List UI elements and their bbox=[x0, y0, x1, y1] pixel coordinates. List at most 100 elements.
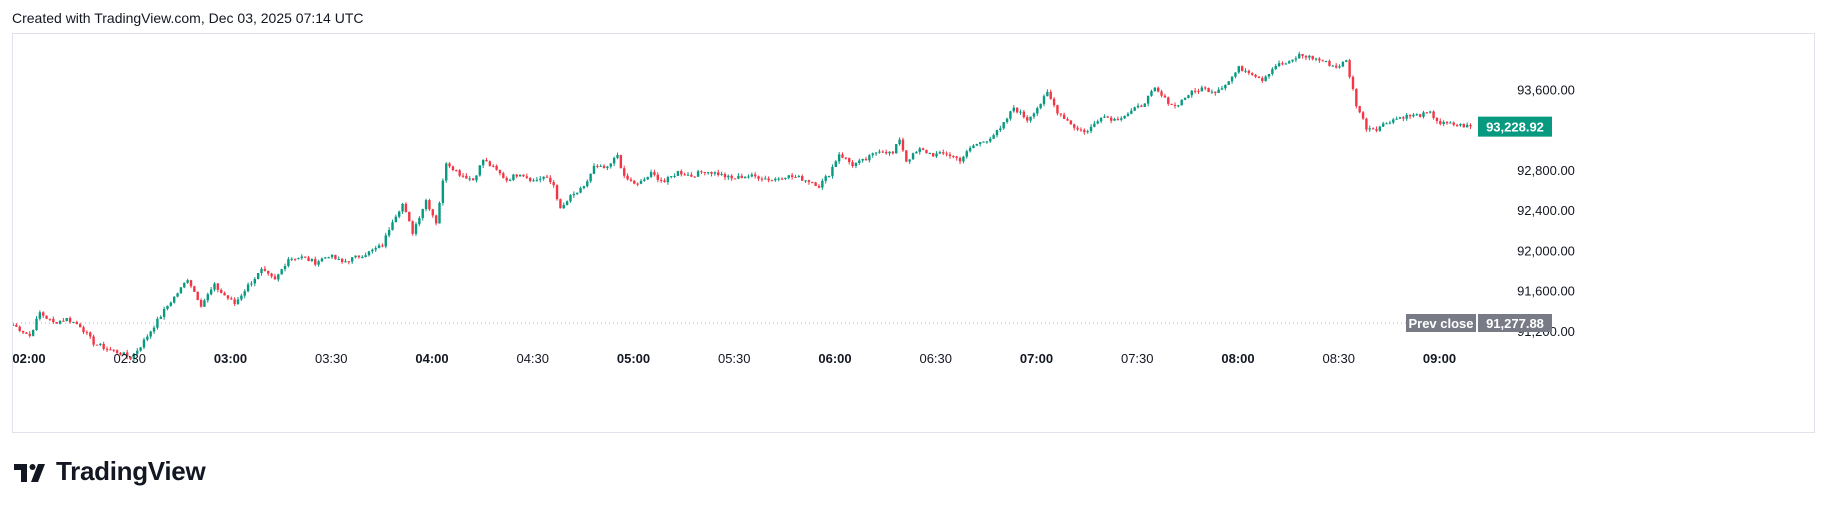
candle-body bbox=[1392, 119, 1395, 123]
candle-body bbox=[1301, 53, 1304, 56]
candle-body bbox=[673, 175, 676, 177]
candle-body bbox=[777, 178, 780, 180]
candle-body bbox=[968, 148, 972, 152]
candle-body bbox=[1180, 99, 1183, 106]
candle-body bbox=[310, 259, 314, 261]
candle-body bbox=[1062, 114, 1066, 120]
candle-body bbox=[384, 235, 387, 247]
candle-body bbox=[703, 172, 707, 174]
candle-body bbox=[636, 183, 639, 185]
candle-body bbox=[1156, 87, 1160, 92]
candle-body bbox=[267, 270, 270, 274]
candle-body bbox=[884, 151, 888, 154]
tradingview-logo[interactable]: TradingView bbox=[14, 456, 206, 487]
candle-body bbox=[199, 299, 203, 307]
candle-body bbox=[1247, 70, 1251, 74]
candle-body bbox=[438, 202, 441, 224]
candle-body bbox=[982, 141, 985, 143]
candle-body bbox=[1230, 76, 1234, 82]
candle-body bbox=[492, 165, 495, 167]
candle-body bbox=[1334, 65, 1338, 68]
candle-body bbox=[1052, 98, 1056, 106]
candle-body bbox=[451, 166, 455, 171]
x-tick-label: 07:00 bbox=[1020, 351, 1053, 366]
last-price-label: 93,228.92 bbox=[1486, 120, 1544, 135]
candlestick-chart[interactable]: 91,200.0091,600.0092,000.0092,400.0092,8… bbox=[13, 34, 1814, 432]
candle-body bbox=[1130, 110, 1133, 114]
candle-body bbox=[92, 336, 95, 345]
time-axis[interactable]: 02:00 02:30 03:00 03:30 04:00 04:30 05:00 05:30… bbox=[13, 351, 1456, 366]
candle-body bbox=[962, 156, 965, 162]
candle-body bbox=[609, 163, 612, 167]
candle-body bbox=[1267, 73, 1271, 77]
candle-body bbox=[871, 153, 874, 156]
candle-body bbox=[136, 350, 139, 354]
candle-body bbox=[1304, 55, 1308, 58]
candle-body bbox=[1271, 69, 1274, 74]
candle-body bbox=[1036, 108, 1039, 114]
candle-body bbox=[297, 258, 300, 260]
candle-body bbox=[952, 155, 955, 157]
candle-body bbox=[488, 161, 492, 166]
candle-body bbox=[1455, 124, 1459, 126]
candle-body bbox=[599, 165, 602, 167]
candle-body bbox=[549, 177, 552, 183]
candle-body bbox=[1005, 118, 1009, 123]
candle-body bbox=[391, 222, 394, 231]
candle-body bbox=[764, 178, 767, 180]
candle-body bbox=[528, 177, 532, 181]
candle-body bbox=[1459, 124, 1462, 126]
candle-body bbox=[213, 283, 216, 290]
candle-body bbox=[770, 180, 774, 182]
candle-body bbox=[579, 188, 582, 193]
candle-body bbox=[821, 180, 824, 188]
candle-body bbox=[586, 181, 589, 187]
candle-body bbox=[307, 257, 310, 261]
candle-body bbox=[861, 158, 864, 161]
candle-body bbox=[1418, 114, 1422, 117]
candle-body bbox=[95, 344, 99, 346]
candle-body bbox=[1348, 60, 1351, 77]
candle-body bbox=[572, 193, 576, 196]
candle-body bbox=[381, 245, 384, 247]
candle-body bbox=[898, 139, 901, 145]
candle-body bbox=[606, 166, 609, 169]
candle-body bbox=[1254, 74, 1257, 77]
candle-body bbox=[1371, 128, 1375, 130]
candle-body bbox=[455, 170, 458, 172]
price-axis[interactable]: 91,200.0091,600.0092,000.0092,400.0092,8… bbox=[1517, 82, 1575, 339]
candle-body bbox=[398, 211, 401, 217]
candle-body bbox=[891, 151, 895, 154]
candle-body bbox=[505, 177, 508, 181]
candle-body bbox=[498, 169, 502, 174]
candle-body bbox=[1069, 120, 1073, 125]
candle-body bbox=[260, 268, 263, 274]
candle-body bbox=[62, 320, 65, 322]
candle-body bbox=[1321, 60, 1324, 62]
candle-body bbox=[314, 259, 317, 265]
candle-body bbox=[1099, 117, 1103, 122]
candle-body bbox=[1200, 87, 1204, 92]
candle-body bbox=[1210, 91, 1214, 93]
candle-body bbox=[293, 258, 297, 260]
candle-body bbox=[589, 173, 592, 182]
candle-body bbox=[193, 286, 196, 292]
chart-panel[interactable]: 91,200.0091,600.0092,000.0092,400.0092,8… bbox=[12, 33, 1815, 433]
candle-body bbox=[717, 172, 720, 176]
candle-body bbox=[1136, 105, 1140, 108]
candle-body bbox=[1019, 111, 1022, 113]
candle-body bbox=[814, 182, 817, 187]
candle-body bbox=[13, 324, 15, 326]
candle-body bbox=[58, 320, 62, 324]
candle-body bbox=[1412, 114, 1415, 117]
candle-body bbox=[334, 254, 337, 260]
candle-body bbox=[377, 245, 381, 249]
candle-body bbox=[89, 332, 92, 337]
candle-body bbox=[471, 178, 475, 181]
candle-body bbox=[374, 248, 377, 250]
candle-body bbox=[1277, 63, 1281, 66]
candle-body bbox=[431, 209, 434, 216]
candle-body bbox=[1439, 121, 1442, 125]
candle-body bbox=[166, 305, 169, 309]
candle-body bbox=[878, 151, 881, 153]
